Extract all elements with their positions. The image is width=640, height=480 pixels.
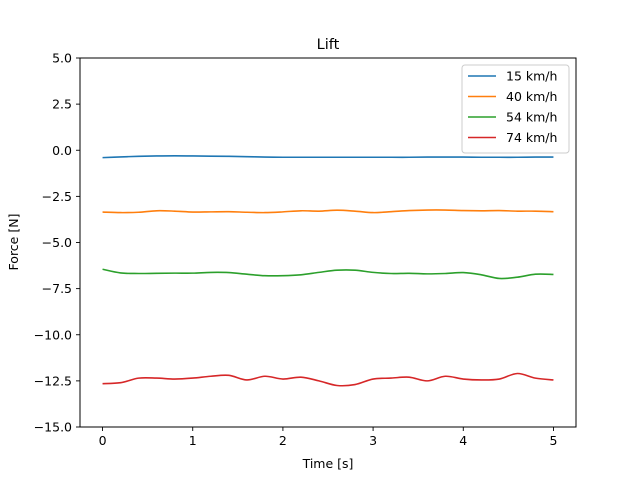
x-tick-label: 4 — [459, 433, 467, 448]
legend-label-1: 40 km/h — [506, 89, 557, 104]
plot-lines — [102, 154, 554, 387]
chart-title: Lift — [317, 37, 340, 53]
series-line-2 — [102, 268, 554, 280]
series-line-3 — [102, 372, 554, 387]
y-tick-label: −2.5 — [42, 189, 72, 204]
legend-label-0: 15 km/h — [506, 69, 557, 84]
x-tick-label: 3 — [369, 433, 377, 448]
legend-label-2: 54 km/h — [506, 110, 557, 125]
legend-label-3: 74 km/h — [506, 130, 557, 145]
series-line-0 — [102, 154, 554, 159]
y-tick-label: −15.0 — [34, 420, 72, 435]
y-tick-label: −5.0 — [42, 235, 72, 250]
x-tick-label: 0 — [99, 433, 107, 448]
y-axis: 5.0 2.5 0.0 −2.5 −5.0 −7.5 −10.0 −12.5 −15.0 — [34, 51, 80, 435]
y-tick-label: 5.0 — [52, 51, 72, 66]
y-axis-label: Force [N] — [6, 214, 21, 271]
x-tick-label: 1 — [189, 433, 197, 448]
legend-box — [461, 64, 570, 154]
x-tick-label: 2 — [279, 433, 287, 448]
x-axis-label: Time [s] — [302, 456, 354, 471]
legend: 15 km/h 40 km/h 54 km/h 74 km/h — [461, 64, 570, 154]
y-tick-label: 0.0 — [52, 143, 72, 158]
y-tick-label: 2.5 — [52, 97, 72, 112]
series-line-1 — [102, 209, 554, 214]
y-tick-label: −7.5 — [42, 281, 72, 296]
y-tick-label: −12.5 — [34, 373, 72, 388]
y-tick-label: −10.0 — [34, 327, 72, 342]
x-axis: 0 1 2 3 4 5 — [99, 427, 557, 448]
x-tick-label: 5 — [549, 433, 557, 448]
